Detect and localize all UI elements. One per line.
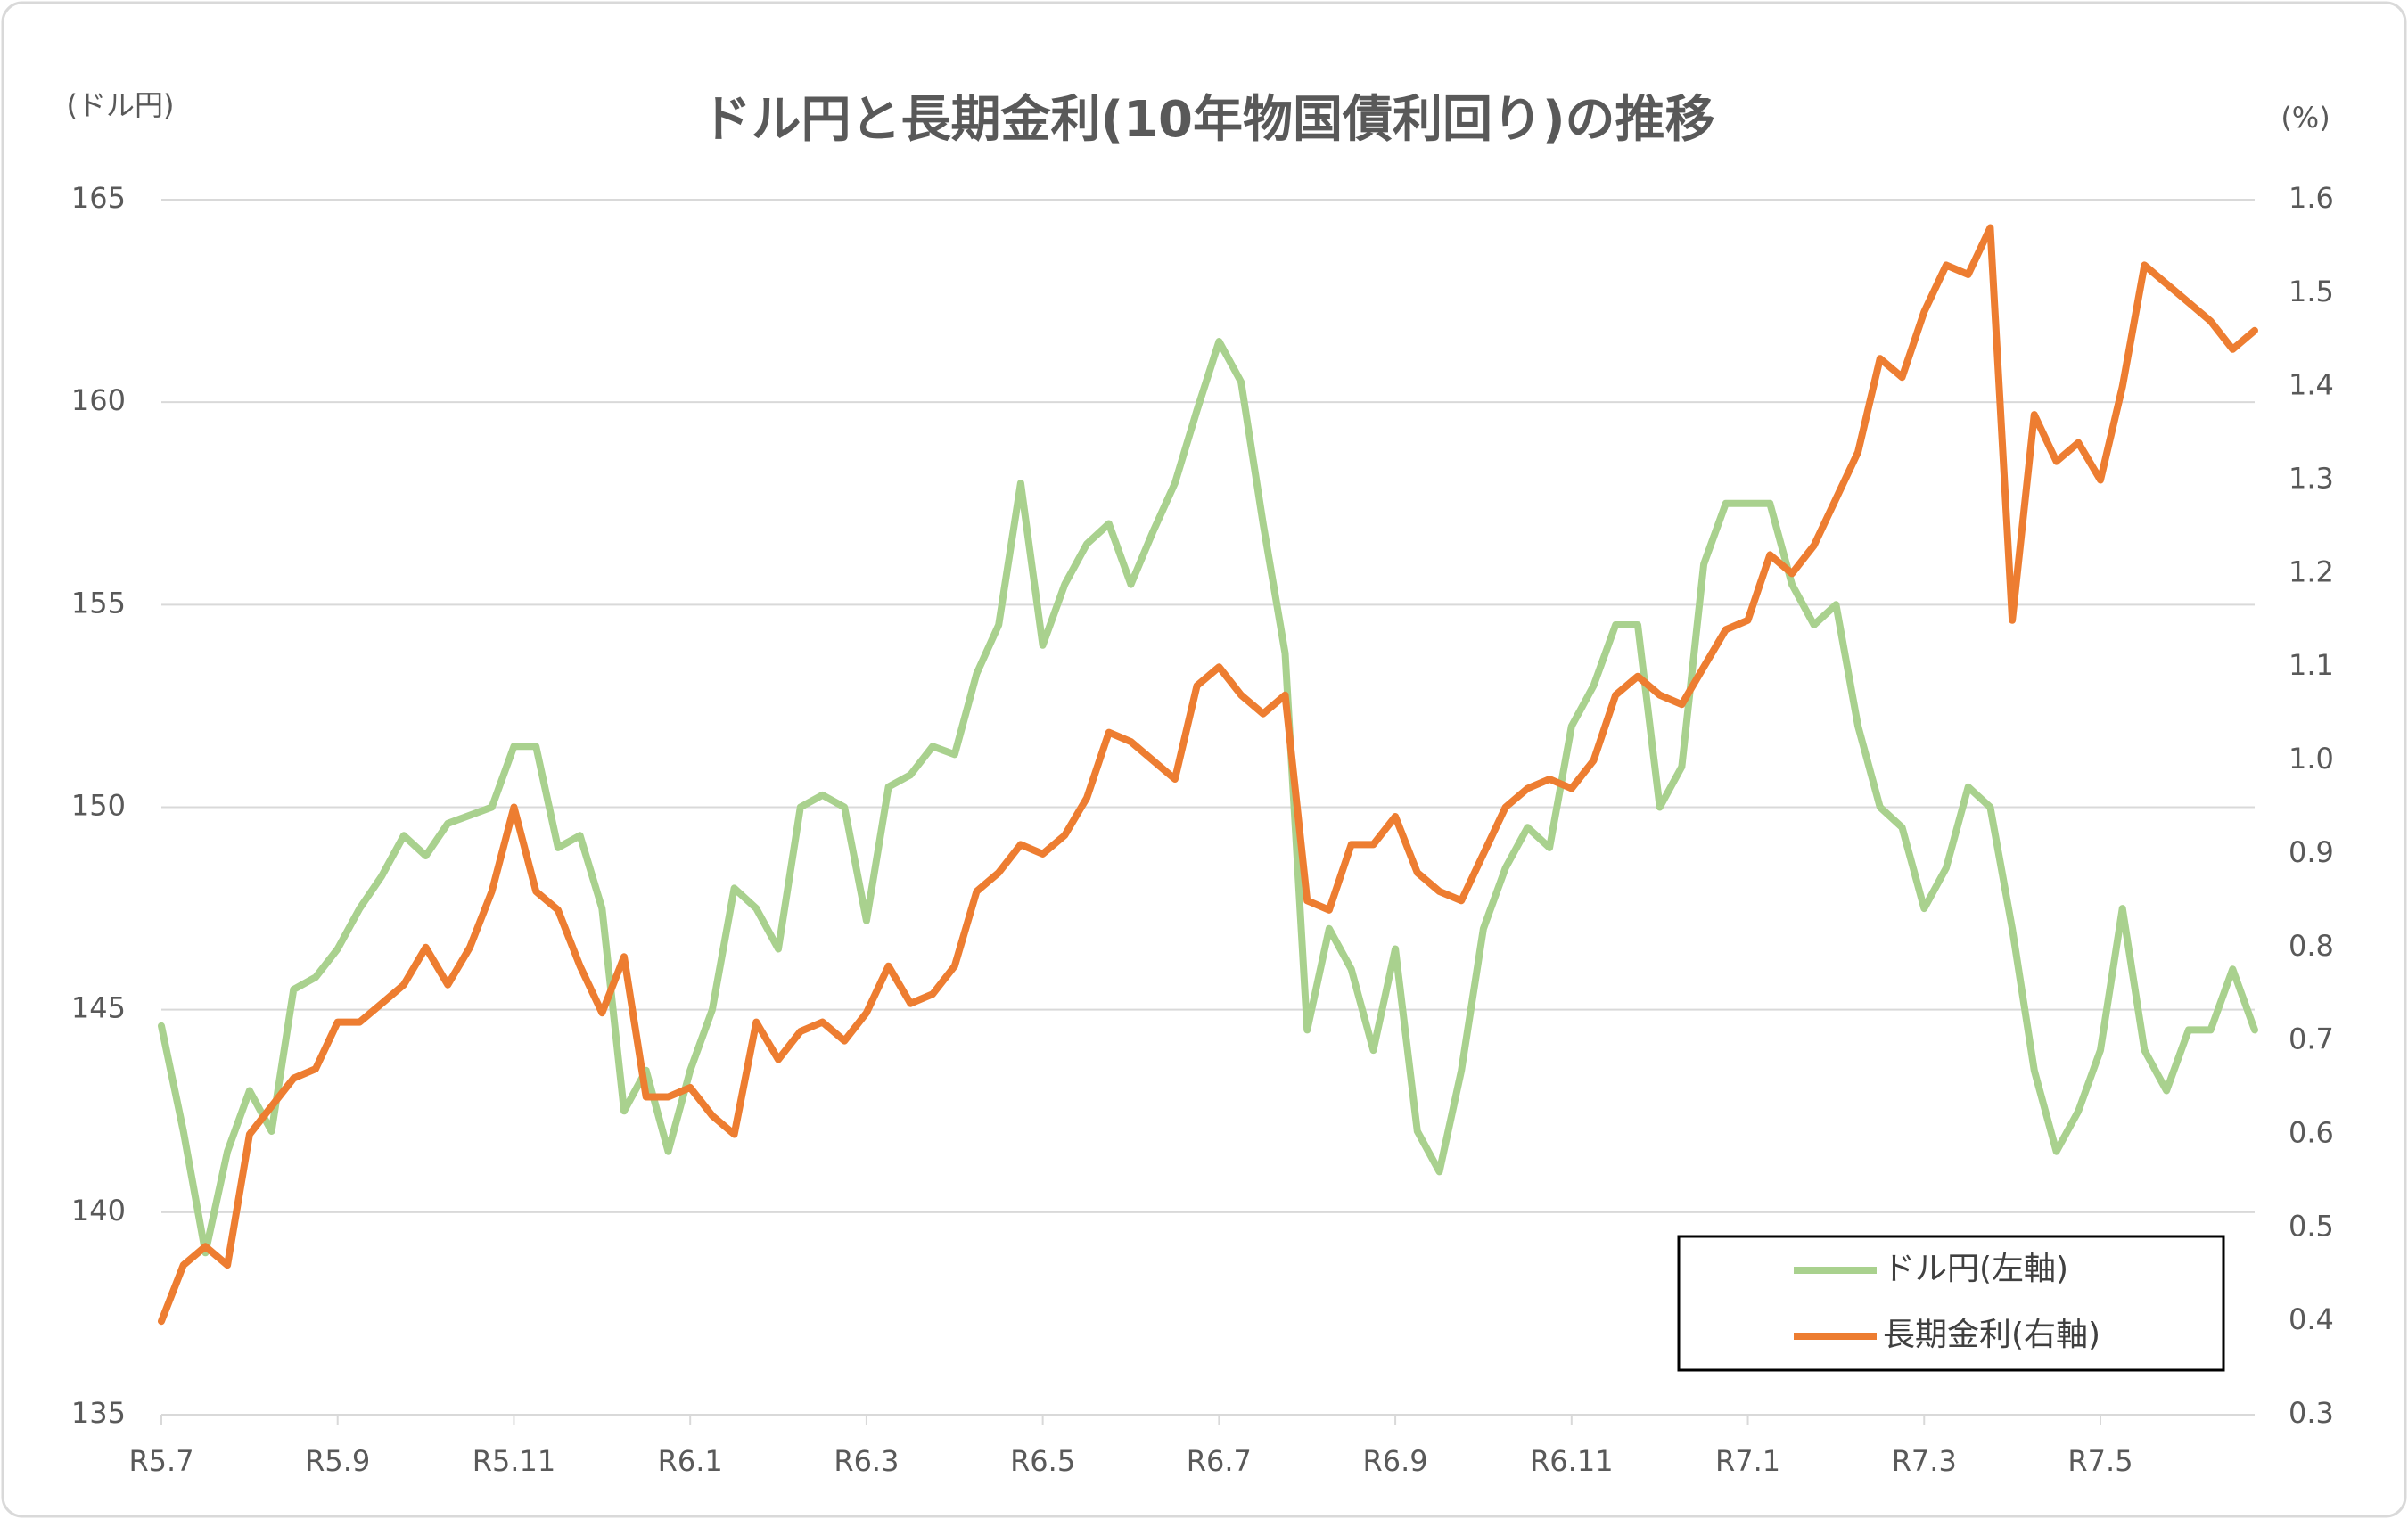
y2-tick-label: 0.3 xyxy=(2289,1396,2334,1430)
y2-axis-label: (%) xyxy=(2281,101,2330,135)
y-tick-label: 140 xyxy=(71,1194,126,1228)
x-tick-label: R5.9 xyxy=(305,1444,370,1478)
y-tick-label: 165 xyxy=(71,181,126,215)
y-tick-label: 150 xyxy=(71,789,126,823)
y2-tick-label: 1.2 xyxy=(2289,554,2334,588)
y-tick-label: 145 xyxy=(71,991,126,1025)
x-tick-label: R6.7 xyxy=(1187,1444,1252,1478)
x-tick-label: R7.3 xyxy=(1892,1444,1957,1478)
y2-tick-label: 1.4 xyxy=(2289,368,2334,402)
x-tick-label: R6.1 xyxy=(658,1444,723,1478)
y2-tick-label: 1.0 xyxy=(2289,742,2334,776)
y2-tick-label: 0.4 xyxy=(2289,1302,2334,1336)
x-tick-label: R5.11 xyxy=(473,1444,555,1478)
y2-tick-label: 0.8 xyxy=(2289,929,2334,963)
y-tick-label: 135 xyxy=(71,1396,126,1430)
legend-label: ドル円(左軸) xyxy=(1883,1251,2068,1287)
y-axis-label: (ドル円) xyxy=(67,88,175,122)
x-tick-label: R5.7 xyxy=(128,1444,193,1478)
x-tick-label: R7.5 xyxy=(2067,1444,2133,1478)
y-tick-label: 160 xyxy=(71,383,126,417)
x-tick-label: R7.1 xyxy=(1715,1444,1780,1478)
y2-tick-label: 0.5 xyxy=(2289,1209,2334,1243)
x-tick-label: R6.3 xyxy=(834,1444,899,1478)
x-tick-label: R6.11 xyxy=(1530,1444,1613,1478)
legend xyxy=(1677,1235,2225,1372)
x-tick-label: R6.9 xyxy=(1363,1444,1428,1478)
series-line xyxy=(158,224,2258,1326)
y2-tick-label: 1.1 xyxy=(2289,648,2334,682)
y2-tick-label: 0.9 xyxy=(2289,835,2334,869)
chart-title: ドル円と長期金利(10年物国債利回り)の推移 xyxy=(701,91,1714,149)
y2-tick-label: 0.7 xyxy=(2289,1022,2334,1056)
x-tick-label: R6.5 xyxy=(1010,1444,1075,1478)
legend-label: 長期金利(右軸) xyxy=(1883,1317,2100,1353)
y2-tick-label: 1.5 xyxy=(2289,275,2334,308)
y2-tick-label: 0.6 xyxy=(2289,1115,2334,1149)
y2-tick-label: 1.6 xyxy=(2289,181,2334,215)
y2-tick-label: 1.3 xyxy=(2289,462,2334,496)
y-tick-label: 155 xyxy=(71,586,126,620)
series-line xyxy=(158,338,2258,1257)
